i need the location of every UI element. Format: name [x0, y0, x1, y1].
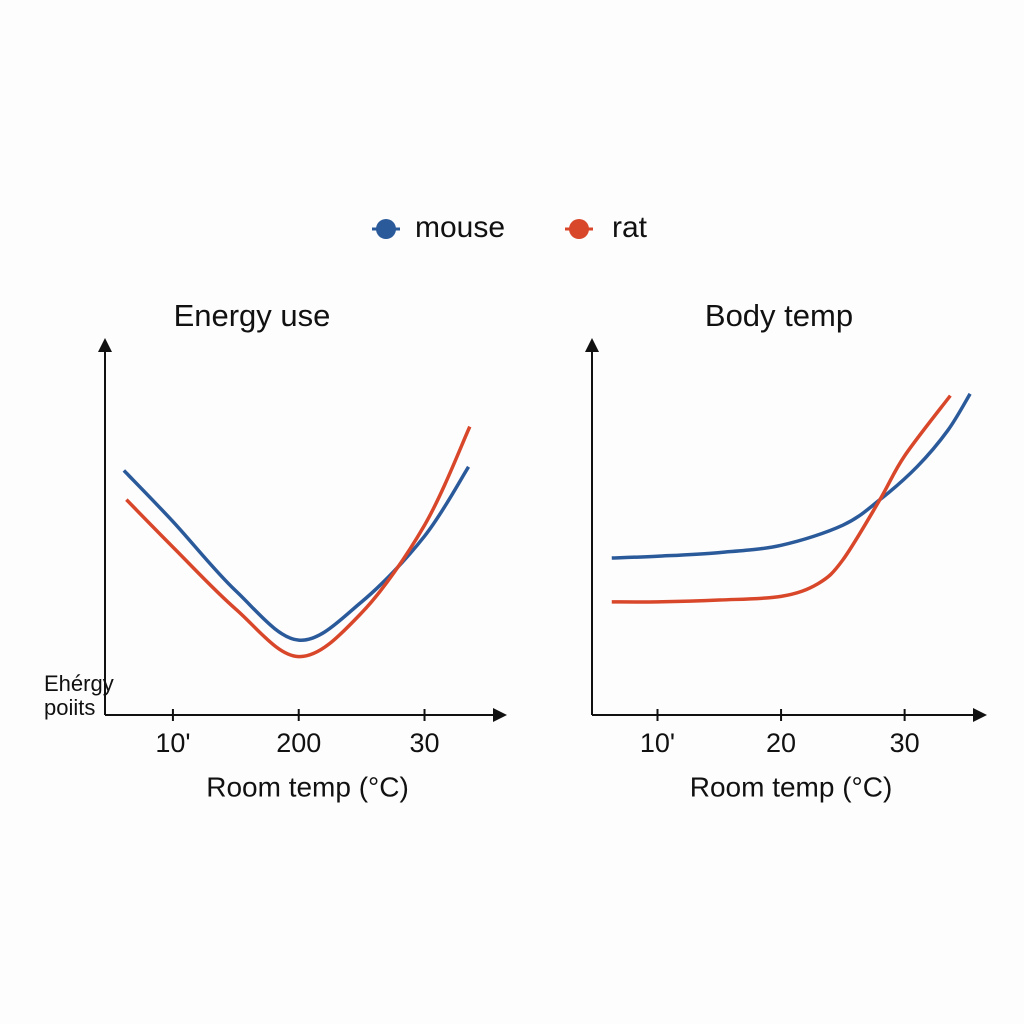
x-tick-label: 30 [409, 728, 439, 758]
x-tick-label: 200 [276, 728, 321, 758]
series-line [611, 392, 972, 560]
x-axis-label: Room temp (°C) [206, 771, 409, 802]
series-line [125, 425, 472, 659]
legend-marker [569, 219, 589, 239]
legend-label: rat [612, 211, 648, 244]
x-tick-label: 10' [155, 728, 190, 758]
series-line [611, 394, 952, 604]
series-line [122, 465, 471, 642]
legend-label: mouse [415, 211, 505, 244]
panel-title: Energy use [174, 298, 331, 333]
x-tick-label: 20 [766, 728, 796, 758]
y-axis-label: Ehérgy poiits [44, 671, 114, 720]
x-axis-label: Room temp (°C) [690, 771, 893, 802]
x-tick-label: 30 [890, 728, 920, 758]
legend-marker [376, 219, 396, 239]
x-tick-label: 10' [640, 728, 675, 758]
panel-title: Body temp [705, 298, 853, 333]
